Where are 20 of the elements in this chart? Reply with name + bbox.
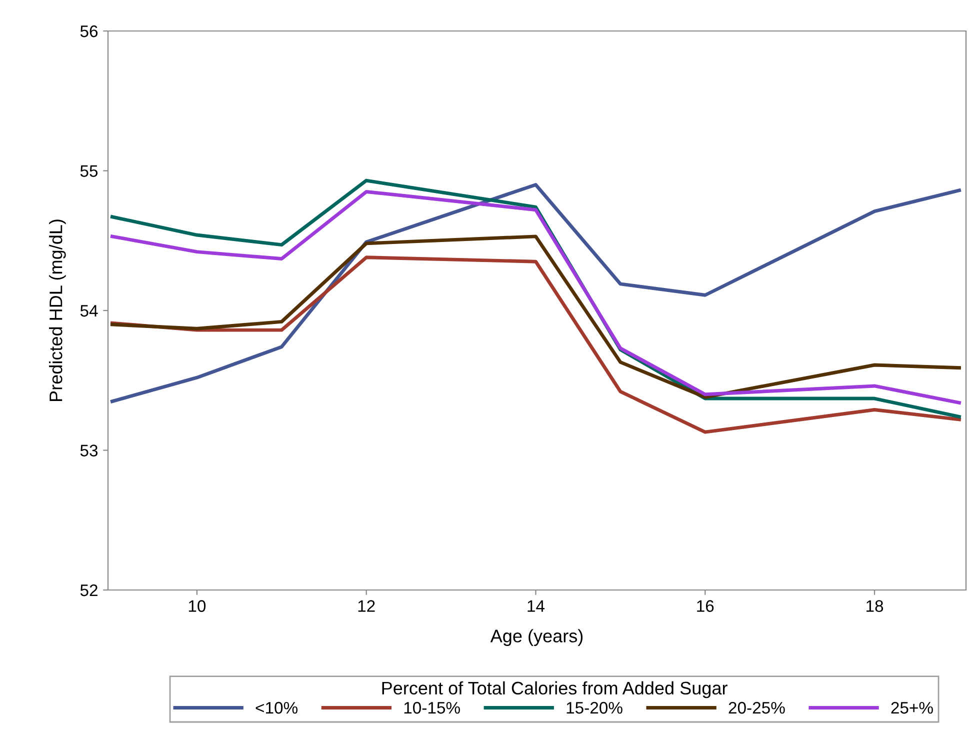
y-axis-title: Predicted HDL (mg/dL) [49,220,66,401]
line-series [110,256,961,434]
legend-label: 20-25% [728,702,785,714]
x-tick-label: 12 [358,600,375,612]
x-tick-label: 10 [188,600,206,612]
y-tick-label: 56 [80,25,98,38]
x-axis-title: Age (years) [490,629,583,646]
x-tick-label: 16 [697,600,714,612]
y-tick-label: 53 [80,444,98,456]
x-tick-label: 14 [528,600,545,612]
legend-title: Percent of Total Calories from Added Sugar [382,681,728,698]
line-series [110,234,961,399]
legend-label: 15-20% [566,702,622,714]
y-tick-label: 52 [80,584,98,596]
y-tick-label: 55 [80,165,98,177]
y-tick-label: 54 [80,305,98,317]
legend-label: 10-15% [404,702,460,714]
legend-label: <10% [256,702,298,714]
x-tick-label: 18 [866,600,884,612]
legend-label: 25+% [891,702,933,714]
